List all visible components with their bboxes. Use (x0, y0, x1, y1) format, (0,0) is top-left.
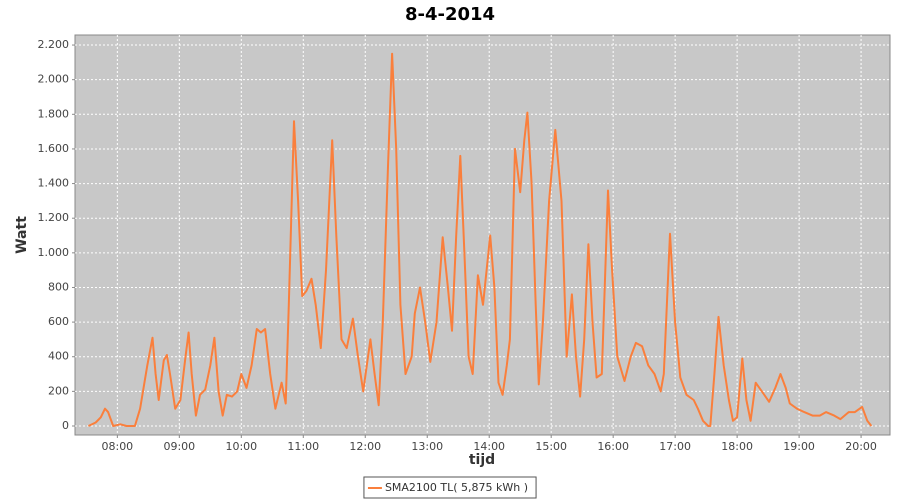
chart-title: 8-4-2014 (405, 4, 495, 25)
legend-box (363, 476, 537, 499)
x-tick-label: 10:00 (225, 440, 257, 453)
y-tick-label: 2.200 (38, 38, 70, 51)
y-axis-label: Watt (14, 216, 30, 254)
legend: SMA2100 TL( 5,875 kWh ) (363, 476, 537, 499)
x-tick-label: 11:00 (287, 440, 319, 453)
x-tick-label: 12:00 (349, 440, 381, 453)
x-tick-label: 09:00 (163, 440, 195, 453)
y-tick-label: 1.800 (38, 107, 70, 120)
x-tick-label: 15:00 (535, 440, 567, 453)
x-tick-label: 14:00 (473, 440, 505, 453)
y-tick-label: 200 (48, 384, 69, 397)
y-tick-label: 1.600 (38, 142, 70, 155)
y-tick-label: 0 (62, 419, 69, 432)
plot-area (74, 34, 891, 436)
y-tick-label: 800 (48, 280, 69, 293)
x-tick-label: 17:00 (659, 440, 691, 453)
y-tick-label: 1.000 (38, 246, 70, 259)
x-tick-label: 16:00 (597, 440, 629, 453)
x-tick-label: 13:00 (411, 440, 443, 453)
y-tick-label: 400 (48, 350, 69, 363)
y-tick-label: 2.000 (38, 73, 70, 86)
y-tick-label: 1.200 (38, 211, 70, 224)
x-tick-label: 20:00 (845, 440, 877, 453)
x-tick-label: 08:00 (101, 440, 133, 453)
x-axis-label: tijd (469, 452, 495, 468)
y-tick-label: 600 (48, 315, 69, 328)
data-line (87, 52, 873, 427)
x-tick-label: 18:00 (721, 440, 753, 453)
y-tick-label: 1.400 (38, 177, 70, 190)
legend-label: SMA2100 TL( 5,875 kWh ) (385, 481, 528, 494)
x-tick-label: 19:00 (783, 440, 815, 453)
